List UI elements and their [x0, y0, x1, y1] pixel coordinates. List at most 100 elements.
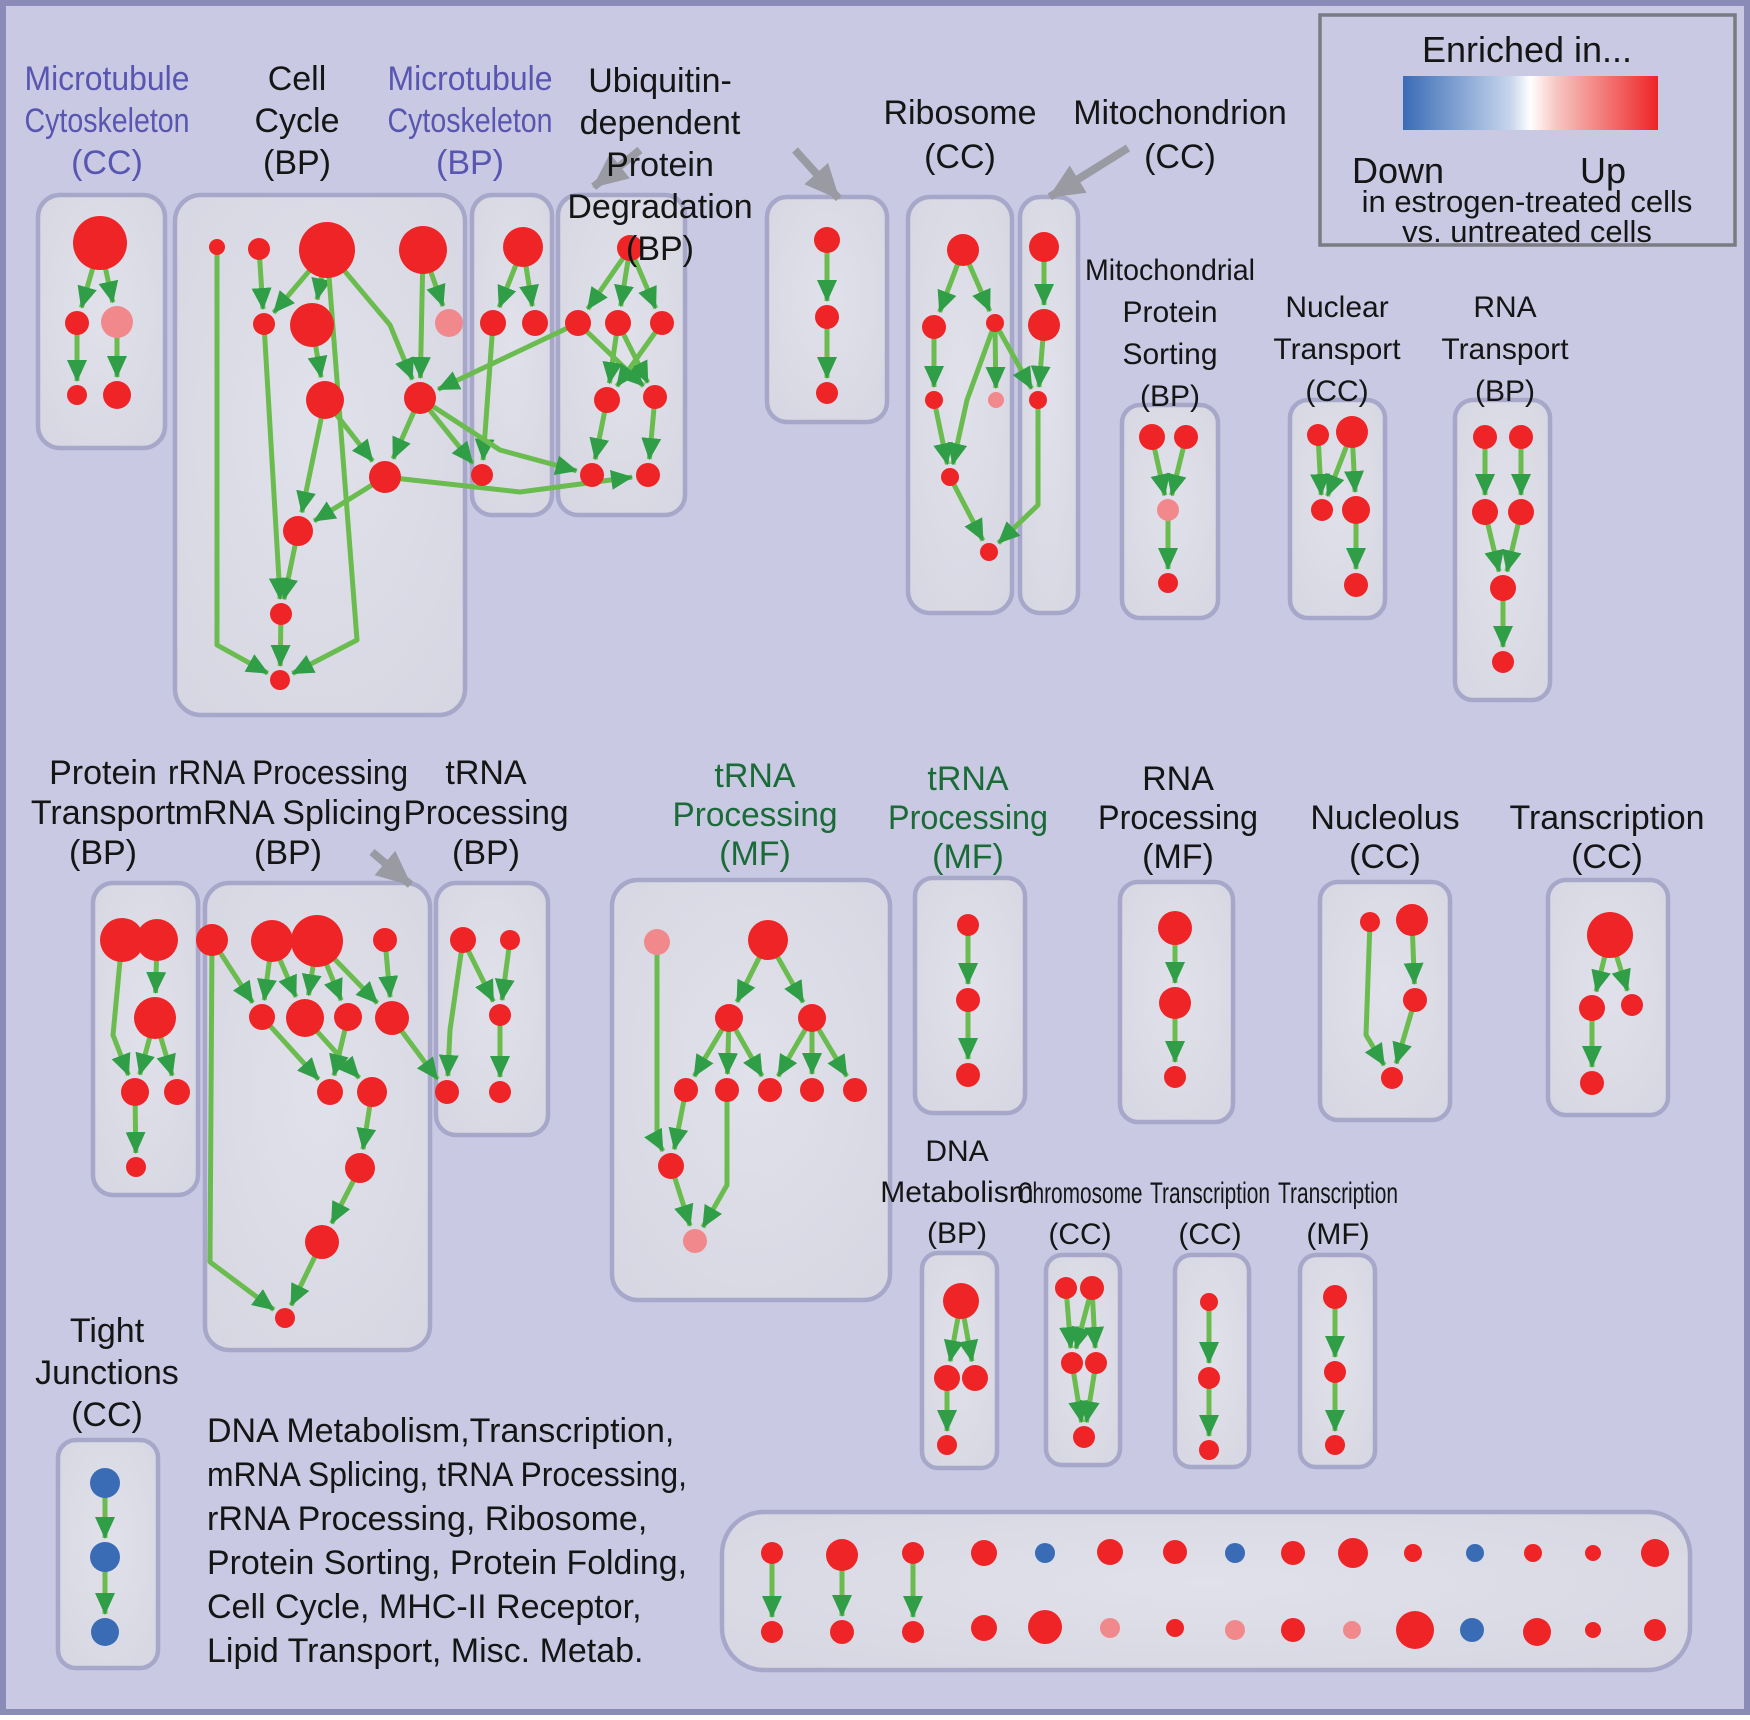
cluster-label-ubiquitin: Ubiquitin-dependent Protein Degradation (BP… [567, 62, 752, 268]
go-term-node [121, 1078, 149, 1106]
go-term-node [136, 919, 178, 961]
go-term-node [1028, 309, 1060, 341]
go-term-node [1035, 1543, 1055, 1563]
go-term-node [1061, 1352, 1083, 1374]
go-term-node [1174, 425, 1198, 449]
go-term-node [925, 391, 943, 409]
go-term-node [373, 928, 397, 952]
dag-edge [418, 395, 578, 475]
go-term-node [1029, 391, 1047, 409]
dag-edge [1363, 921, 1387, 1067]
cluster-label-rna-transport: RNA Transport (BP) [1441, 291, 1569, 408]
go-term-node [283, 516, 313, 546]
go-term-node [248, 238, 270, 260]
go-term-node [251, 920, 293, 962]
go-term-node [253, 313, 275, 335]
go-term-node [1100, 1618, 1120, 1638]
go-term-node [1338, 1538, 1368, 1568]
go-term-node [299, 222, 355, 278]
go-term-node [674, 1078, 698, 1102]
go-term-node [103, 381, 131, 409]
dag-edge [992, 321, 1034, 390]
go-term-node [1085, 1352, 1107, 1374]
go-term-node [1164, 1066, 1186, 1088]
cluster-label-nucleolus-cc: Nucleolus (CC) [1310, 799, 1459, 876]
go-term-node [956, 1063, 980, 1087]
go-term-node [1323, 1285, 1347, 1309]
dag-edge [931, 399, 953, 466]
go-term-node [1641, 1539, 1669, 1567]
go-term-node [643, 385, 667, 409]
go-term-node [1080, 1276, 1104, 1300]
go-term-node [369, 461, 401, 493]
go-term-node [435, 1080, 459, 1104]
go-term-node [249, 1004, 275, 1030]
go-term-node [1281, 1618, 1305, 1642]
go-term-node [489, 1004, 511, 1026]
legend-subtitle-line2: vs. untreated cells [1402, 214, 1652, 249]
go-term-node [500, 930, 520, 950]
go-term-node [934, 1365, 960, 1391]
cluster-label-trna-bp: tRNA Processing (BP) [404, 754, 569, 872]
go-term-node [1396, 1611, 1434, 1649]
go-term-node [830, 1620, 854, 1644]
go-term-node [636, 463, 660, 487]
go-term-node [986, 314, 1004, 332]
cluster-label-cell-cycle: Cell Cycle (BP) [254, 60, 339, 182]
go-term-node [522, 310, 548, 336]
go-term-node [1523, 1618, 1551, 1646]
go-term-node [101, 306, 133, 338]
go-term-node [90, 1542, 120, 1572]
dag-edge [700, 1090, 730, 1229]
go-term-node [1381, 1067, 1403, 1089]
go-term-node [1311, 499, 1333, 521]
cluster-label-tight-junctions: Tight Junctions (CC) [35, 1312, 179, 1434]
go-term-node [1163, 1540, 1187, 1564]
dag-edge [792, 147, 842, 202]
go-term-node [580, 463, 604, 487]
cluster-label-protein-transport: Protein Transport (BP) [31, 754, 176, 872]
go-term-node [270, 670, 290, 690]
dag-edge [614, 321, 665, 388]
go-term-node [317, 1079, 343, 1105]
go-term-node [843, 1078, 867, 1102]
cluster-label-transcription-mf: Transcription (MF) [1278, 1177, 1398, 1251]
go-term-node [1473, 425, 1497, 449]
go-term-node [1324, 1361, 1346, 1383]
go-term-node [1580, 1071, 1604, 1095]
cluster-label-dna-metabolism: DNA Metabolism (BP) [880, 1135, 1033, 1250]
go-term-node [1281, 1541, 1305, 1565]
go-term-node [943, 1283, 979, 1319]
go-term-node [1644, 1619, 1666, 1641]
go-term-node [957, 914, 979, 936]
go-term-node [91, 1618, 119, 1646]
go-term-node [489, 1081, 511, 1103]
go-term-node [902, 1542, 924, 1564]
legend-up-label: Up [1580, 150, 1626, 191]
go-term-node [450, 927, 476, 953]
go-term-node [814, 227, 840, 253]
go-term-node [594, 387, 620, 413]
cluster-box-nucleolus-cc [1317, 879, 1453, 1123]
legend-down-label: Down [1352, 150, 1444, 191]
go-term-node [1587, 912, 1633, 958]
go-term-node [399, 226, 447, 274]
dag-edge [261, 323, 289, 600]
go-term-node [275, 1308, 295, 1328]
go-term-node [1579, 995, 1605, 1021]
go-term-node [683, 1229, 707, 1253]
go-term-node [100, 918, 144, 962]
go-term-node [937, 1435, 957, 1455]
go-term-node [947, 234, 979, 266]
dag-edge [110, 939, 131, 1077]
legend-box [1318, 13, 1737, 247]
dag-edge [291, 249, 360, 676]
go-term-node [1343, 1621, 1361, 1639]
go-term-node [73, 216, 127, 270]
go-term-node [798, 1004, 826, 1032]
go-term-node [1157, 499, 1179, 521]
go-term-node [816, 382, 838, 404]
